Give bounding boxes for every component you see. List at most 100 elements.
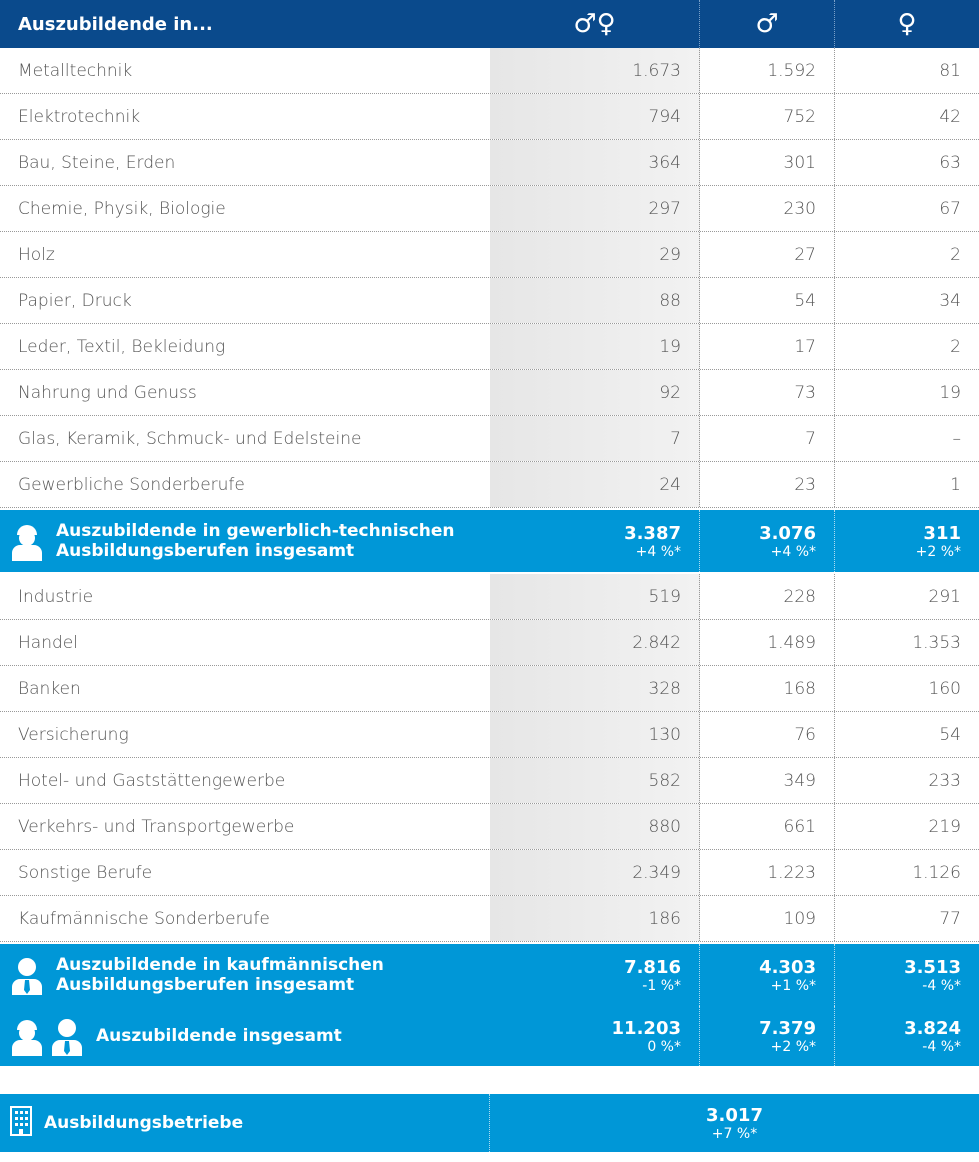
label-cell: Auszubildende in kaufmännischen Ausbildun… — [0, 944, 490, 1006]
label-cell: Auszubildende insgesamt — [0, 1006, 490, 1066]
value-cell: 160 — [928, 678, 961, 699]
value-cell: 54 — [700, 278, 835, 323]
value-cell: 27 — [700, 232, 835, 277]
value-cell: 291 — [928, 586, 961, 607]
value-cell: 1.126 — [912, 862, 961, 883]
value-cell: 794 — [490, 94, 700, 139]
label-line: Auszubildende in gewerblich-technischen — [56, 521, 455, 541]
value-cell: 2 — [950, 336, 961, 357]
table-row: Holz 29 27 2 — [0, 232, 979, 278]
value-cell: 233 — [928, 770, 961, 791]
label-cell: Hotel- und Gaststättengewerbe — [18, 770, 286, 791]
value-cell: 3.076 +4 %* — [700, 510, 835, 572]
value-cell: 7 — [490, 416, 700, 461]
value-cell: 76 — [700, 712, 835, 757]
label-cell: Glas, Keramik, Schmuck- und Edelsteine — [18, 428, 362, 449]
label-cell: Leder, Textil, Bekleidung — [18, 336, 226, 357]
header-male: ♂ — [700, 0, 835, 48]
table-row: Industrie 519 228 291 — [0, 574, 979, 620]
change: +4 %* — [770, 543, 816, 560]
value-cell: 7.379 +2 %* — [700, 1006, 835, 1066]
value-cell: 4.303 +1 %* — [700, 944, 835, 1006]
value-cell: 230 — [700, 186, 835, 231]
table-row: Hotel- und Gaststättengewerbe 582 349 233 — [0, 758, 979, 804]
value-cell: 880 — [490, 804, 700, 849]
value-cell: 1.489 — [700, 620, 835, 665]
value-cell: 301 — [700, 140, 835, 185]
change: +1 %* — [770, 977, 816, 994]
value-cell: 228 — [700, 574, 835, 619]
value-cell: 7 — [700, 416, 835, 461]
table-row: Chemie, Physik, Biologie 297 230 67 — [0, 186, 979, 232]
value-cell: 73 — [700, 370, 835, 415]
value-cell: 3.824 -4 %* — [835, 1006, 979, 1066]
value-cell: 3.513 -4 %* — [835, 944, 979, 1006]
table-row: Sonstige Berufe 2.349 1.223 1.126 — [0, 850, 979, 896]
header-label: Auszubildende in... — [18, 13, 213, 35]
label-line: Ausbildungsberufen insgesamt — [56, 541, 355, 561]
table-row: Versicherung 130 76 54 — [0, 712, 979, 758]
value-cell: 186 — [490, 896, 700, 941]
label-cell: Chemie, Physik, Biologie — [18, 198, 226, 219]
value-cell: 109 — [700, 896, 835, 941]
value: 3.017 — [706, 1104, 763, 1126]
label: Ausbildungsbetriebe — [44, 1113, 243, 1133]
value-cell: 1.353 — [912, 632, 961, 653]
value: 3.824 — [904, 1017, 961, 1039]
label-cell: Papier, Druck — [18, 290, 132, 311]
change: 0 %* — [647, 1038, 681, 1055]
label-cell: Gewerbliche Sonderberufe — [18, 474, 245, 495]
value-cell: 519 — [490, 574, 700, 619]
value-cell: 81 — [939, 60, 961, 81]
value-cell: 130 — [490, 712, 700, 757]
label: Auszubildende in gewerblich-technischen A… — [56, 521, 455, 561]
label-cell: Metalltechnik — [18, 60, 133, 81]
value-cell: 328 — [490, 666, 700, 711]
label-line: Ausbildungsberufen insgesamt — [56, 975, 355, 995]
label: Auszubildende insgesamt — [96, 1026, 342, 1046]
value-cell: 311 +2 %* — [835, 510, 979, 572]
label-cell: Verkehrs- und Transportgewerbe — [18, 816, 295, 837]
icon — [10, 1105, 32, 1141]
table-row: Banken 328 168 160 — [0, 666, 979, 712]
label-cell: Versicherung — [18, 724, 129, 745]
change: +2 %* — [770, 1038, 816, 1055]
value-cell: 42 — [939, 106, 961, 127]
table-row: Auszubildende in... ♂♀ ♂ ♀ — [0, 0, 979, 48]
value: 3.513 — [904, 956, 961, 978]
value-cell: 1.592 — [700, 48, 835, 93]
value-cell: 349 — [700, 758, 835, 803]
value-cell: 92 — [490, 370, 700, 415]
value-cell: 19 — [490, 324, 700, 369]
value: 7.379 — [759, 1017, 816, 1039]
value-cell: 3.017 +7 %* — [490, 1094, 979, 1152]
icon — [10, 1016, 84, 1056]
label-cell: Holz — [18, 244, 55, 265]
header-female: ♀ — [897, 9, 917, 39]
label-cell: Bau, Steine, Erden — [18, 152, 176, 173]
label-line: Auszubildende insgesamt — [96, 1026, 342, 1046]
value: 3.076 — [759, 522, 816, 544]
change: -4 %* — [922, 1038, 961, 1055]
label-cell: Industrie — [18, 586, 94, 607]
table-row: Auszubildende insgesamt 11.203 0 %* 7.379 +2… — [0, 1006, 979, 1066]
table-row: Papier, Druck 88 54 34 — [0, 278, 979, 324]
value-cell: 54 — [939, 724, 961, 745]
value-cell: 24 — [490, 462, 700, 507]
value: 3.387 — [624, 522, 681, 544]
label-cell: Sonstige Berufe — [18, 862, 153, 883]
table-row: Verkehrs- und Transportgewerbe 880 661 219 — [0, 804, 979, 850]
change: -4 %* — [922, 977, 961, 994]
value-cell: 17 — [700, 324, 835, 369]
value-cell: 752 — [700, 94, 835, 139]
value-cell: 661 — [700, 804, 835, 849]
value-cell: 297 — [490, 186, 700, 231]
value-cell: 19 — [939, 382, 961, 403]
table-row: Auszubildende in gewerblich-technischen A… — [0, 510, 979, 572]
value-cell: 364 — [490, 140, 700, 185]
value-cell: 3.387 +4 %* — [490, 510, 700, 572]
label-line: Auszubildende in kaufmännischen — [56, 955, 384, 975]
table-row: Nahrung und Genuss 92 73 19 — [0, 370, 979, 416]
table-row: Gewerbliche Sonderberufe 24 23 1 — [0, 462, 979, 508]
